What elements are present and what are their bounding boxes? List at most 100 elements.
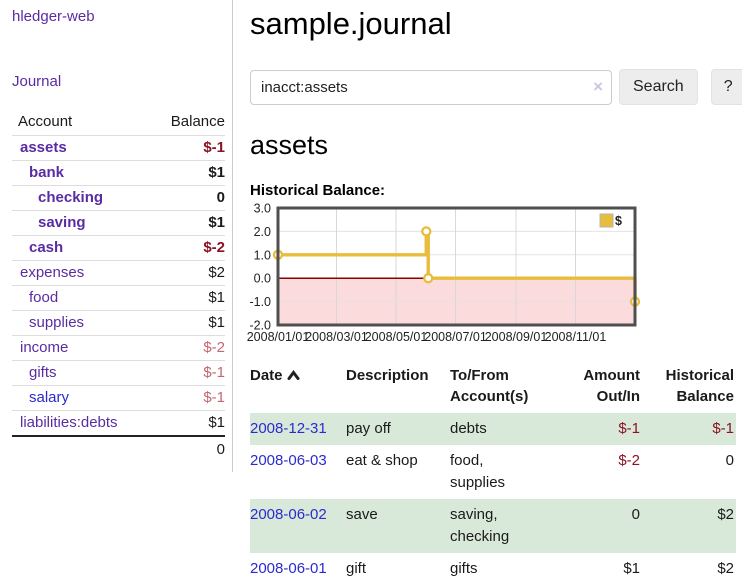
date-cell: 2008-12-31 (250, 413, 346, 445)
date-cell: 2008-06-01 (250, 553, 346, 582)
page-title: sample.journal (250, 6, 452, 41)
account-link-checking[interactable]: checking (38, 189, 104, 206)
account-row: assets $-1 (12, 135, 225, 161)
svg-text:2008/05/01: 2008/05/01 (365, 330, 428, 344)
search-form: × Search ? (250, 69, 742, 105)
amount-cell: $1 (623, 560, 640, 577)
account-row: income $-2 (12, 335, 225, 361)
clear-search-icon[interactable]: × (593, 76, 603, 96)
account-balance: $2 (208, 264, 225, 281)
accounts-cell: gifts (450, 560, 478, 577)
account-link-salary[interactable]: salary (29, 389, 70, 406)
table-row: 2008-06-01 gift gifts $1 $2 (250, 553, 736, 582)
description-cell: pay off (346, 420, 391, 437)
balance-cell: 0 (725, 452, 734, 469)
search-input[interactable] (250, 69, 612, 105)
balance-cell: $-1 (712, 420, 734, 437)
date-link[interactable]: 2008-06-03 (250, 452, 327, 469)
account-link-food[interactable]: food (29, 289, 59, 306)
sidebar: hledger-web Journal Account Balance asse… (0, 0, 233, 472)
account-balance: $-1 (203, 364, 225, 381)
account-balance: $-1 (203, 389, 225, 406)
balance-chart: 3.0 2.0 1.0 0.0 -1.0 -2.02008/01/012008/03/01… (247, 202, 641, 344)
description-cell: gift (346, 560, 367, 577)
help-button[interactable]: ? (710, 69, 742, 105)
date-link[interactable]: 2008-06-02 (250, 506, 327, 523)
account-link-gifts[interactable]: gifts (29, 364, 57, 381)
chart-title: Historical Balance: (250, 182, 386, 199)
account-balance: $-2 (203, 239, 225, 256)
amount-cell: $-1 (618, 420, 640, 437)
app-title-link[interactable]: hledger-web (12, 8, 95, 25)
sidebar-item-journal[interactable]: Journal (12, 73, 62, 90)
search-box: × (250, 69, 612, 105)
svg-text:2008/09/01: 2008/09/01 (485, 330, 548, 344)
account-row: expenses $2 (12, 260, 225, 286)
journal-nav: Journal (12, 73, 224, 91)
svg-text:2008/03/01: 2008/03/01 (305, 330, 368, 344)
accounts-total-balance: 0 (216, 441, 225, 458)
accounts-body: assets $-1 bank $1 checking 0 saving $1 cash $-2 e… (12, 135, 225, 437)
table-row: 2008-06-02 save saving, checking 0 $2 (250, 499, 736, 553)
accounts-header-balance: Balance (170, 113, 225, 130)
account-link-supplies[interactable]: supplies (29, 314, 85, 331)
svg-text:$: $ (615, 214, 622, 228)
account-row: bank $1 (12, 160, 225, 186)
svg-text:2008/07/01: 2008/07/01 (424, 330, 487, 344)
register-header-amount: Amount Out/In (583, 367, 640, 405)
account-link-expenses[interactable]: expenses (20, 264, 85, 281)
main-content: sample.journal × Search ? assets Histori… (247, 0, 742, 582)
date-cell: 2008-06-02 (250, 499, 346, 553)
account-balance: $1 (208, 314, 225, 331)
table-row: 2008-06-03 eat & shop food, supplies $-2 0 (250, 445, 736, 499)
account-balance: $1 (208, 289, 225, 306)
accounts-total-row: 0 (12, 436, 225, 462)
accounts-cell: debts (450, 420, 487, 437)
register-header-accounts: To/From Account(s) (450, 367, 529, 405)
account-link-saving[interactable]: saving (38, 214, 86, 231)
amount-cell: 0 (631, 506, 640, 523)
account-row: supplies $1 (12, 310, 225, 336)
register-table: Date Description To/From Account(s) Amou… (250, 362, 736, 582)
svg-text:3.0: 3.0 (254, 202, 271, 216)
sort-ascending-icon (287, 366, 300, 387)
account-balance: $1 (208, 414, 225, 431)
account-link-assets[interactable]: assets (20, 139, 67, 156)
account-balance: 0 (216, 189, 225, 206)
register-header-date[interactable]: Date (250, 362, 346, 413)
balance-cell: $2 (717, 506, 734, 523)
accounts-header-row: Account Balance (12, 111, 225, 136)
date-link[interactable]: 2008-12-31 (250, 420, 327, 437)
account-row: liabilities:debts $1 (12, 410, 225, 437)
svg-text:2008/01/01: 2008/01/01 (247, 330, 310, 344)
accounts-cell: saving, checking (450, 506, 510, 545)
description-cell: save (346, 506, 378, 523)
account-row: food $1 (12, 285, 225, 311)
register-header-balance: Historical Balance (665, 367, 734, 405)
account-link-cash[interactable]: cash (29, 239, 64, 256)
svg-text:0.0: 0.0 (254, 272, 271, 286)
accounts-header-account: Account (18, 113, 73, 130)
account-link-liabilities-debts[interactable]: liabilities:debts (20, 414, 118, 431)
account-row: saving $1 (12, 210, 225, 236)
table-row: 2008-12-31 pay off debts $-1 $-1 (250, 413, 736, 445)
account-row: cash $-2 (12, 235, 225, 261)
account-heading: assets (250, 130, 329, 160)
register-header-description: Description (346, 367, 429, 384)
account-balance: $1 (208, 214, 225, 231)
account-balance: $-2 (203, 339, 225, 356)
date-link[interactable]: 2008-06-01 (250, 560, 327, 577)
account-link-bank[interactable]: bank (29, 164, 65, 181)
svg-text:2.0: 2.0 (254, 225, 271, 239)
register-body: 2008-12-31 pay off debts $-1 $-1 2008-06-03 ea… (250, 413, 736, 582)
svg-text:2008/11/01: 2008/11/01 (545, 330, 607, 344)
app-title: hledger-web (12, 8, 224, 26)
svg-text:-2.0: -2.0 (249, 319, 271, 333)
amount-cell: $-2 (618, 452, 640, 469)
account-row: salary $-1 (12, 385, 225, 411)
account-link-income[interactable]: income (20, 339, 69, 356)
search-button[interactable]: Search (619, 69, 698, 105)
account-row: checking 0 (12, 185, 225, 211)
account-balance: $-1 (203, 139, 225, 156)
